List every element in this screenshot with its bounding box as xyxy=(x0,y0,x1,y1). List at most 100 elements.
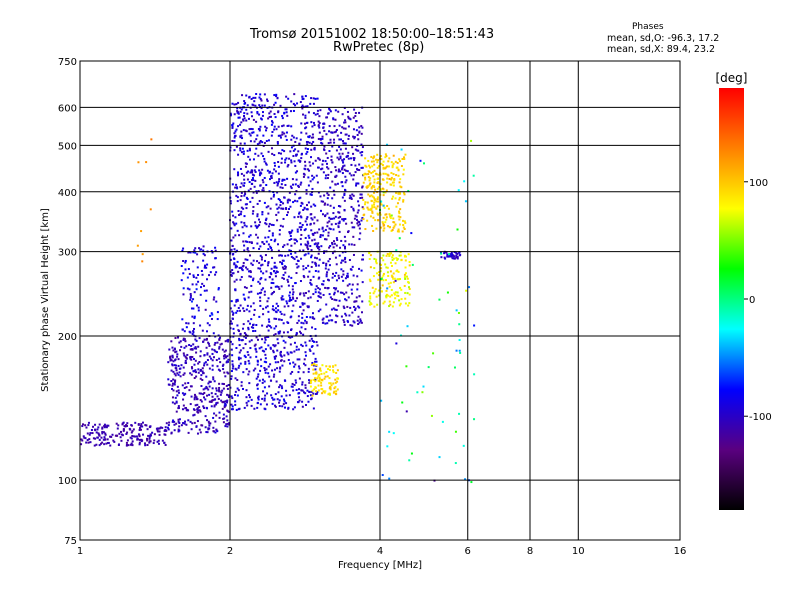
data-point xyxy=(280,296,283,299)
data-point xyxy=(299,332,302,335)
data-point xyxy=(254,367,257,370)
data-point xyxy=(286,351,289,354)
data-point xyxy=(300,152,303,155)
data-point xyxy=(317,379,320,382)
data-point xyxy=(248,396,251,399)
data-point xyxy=(377,271,380,274)
data-point xyxy=(184,359,187,362)
data-point xyxy=(91,432,94,435)
y-tick-label: 750 xyxy=(58,57,77,68)
data-point xyxy=(331,252,334,255)
data-point xyxy=(221,407,224,410)
data-point xyxy=(380,399,383,402)
data-point xyxy=(345,179,348,182)
data-point xyxy=(202,245,205,248)
data-point xyxy=(293,93,296,96)
data-point xyxy=(291,178,294,181)
data-point xyxy=(411,263,414,266)
data-point xyxy=(340,138,343,141)
data-point xyxy=(403,227,406,230)
data-point xyxy=(254,96,257,99)
data-point xyxy=(353,300,356,303)
data-point xyxy=(277,309,280,312)
data-point xyxy=(175,400,178,403)
data-point xyxy=(249,200,252,203)
data-point xyxy=(311,326,314,329)
y-tick-label: 75 xyxy=(64,536,77,547)
data-point xyxy=(243,354,246,357)
data-point xyxy=(138,443,141,446)
data-point xyxy=(288,249,291,252)
data-point xyxy=(262,313,265,316)
data-point xyxy=(303,173,306,176)
data-point xyxy=(226,355,229,358)
data-point xyxy=(192,307,195,310)
data-point xyxy=(87,424,90,427)
data-point xyxy=(459,351,462,354)
data-point xyxy=(256,375,259,378)
data-point xyxy=(282,277,285,280)
data-point xyxy=(334,381,337,384)
data-point xyxy=(359,319,362,322)
data-point xyxy=(320,384,323,387)
data-point xyxy=(201,273,204,276)
data-point xyxy=(281,276,284,279)
data-point xyxy=(221,389,224,392)
data-point xyxy=(274,272,277,275)
data-point xyxy=(332,272,335,275)
data-point xyxy=(343,209,346,212)
data-point xyxy=(338,145,341,148)
data-point xyxy=(279,310,282,313)
data-point xyxy=(170,340,173,343)
data-point xyxy=(263,380,266,383)
data-point xyxy=(239,167,242,170)
data-point xyxy=(322,261,325,264)
y-tick-label: 500 xyxy=(58,141,77,152)
data-point xyxy=(265,361,268,364)
data-point xyxy=(371,211,374,214)
data-point xyxy=(308,348,311,351)
data-point xyxy=(242,150,245,153)
data-point xyxy=(206,352,209,355)
data-point xyxy=(279,366,282,369)
data-point xyxy=(103,425,106,428)
data-point xyxy=(278,287,281,290)
data-point xyxy=(290,146,293,149)
data-point xyxy=(146,428,149,431)
data-point xyxy=(279,136,282,139)
data-point xyxy=(351,283,354,286)
data-point xyxy=(454,430,457,433)
data-point xyxy=(243,224,246,227)
data-point xyxy=(104,425,107,428)
data-point xyxy=(332,369,335,372)
data-point xyxy=(152,442,155,445)
data-point xyxy=(294,104,297,107)
data-point xyxy=(188,389,191,392)
data-point xyxy=(257,396,260,399)
data-point xyxy=(194,369,197,372)
data-point xyxy=(358,130,361,133)
data-point xyxy=(293,365,296,368)
data-point xyxy=(351,146,354,149)
data-point xyxy=(402,226,405,229)
data-point xyxy=(357,315,360,318)
data-point xyxy=(249,254,252,257)
data-point xyxy=(210,250,213,253)
data-point xyxy=(213,343,216,346)
data-point xyxy=(253,344,256,347)
data-point xyxy=(214,431,217,434)
data-point xyxy=(259,171,262,174)
data-point xyxy=(343,194,346,197)
data-point xyxy=(205,278,208,281)
data-point xyxy=(308,236,311,239)
data-point xyxy=(250,97,253,100)
data-point xyxy=(357,220,360,223)
data-point xyxy=(144,444,147,447)
data-point xyxy=(382,160,385,163)
data-point xyxy=(214,392,217,395)
data-point xyxy=(145,161,148,164)
data-point xyxy=(227,358,230,361)
data-point xyxy=(324,375,327,378)
data-point xyxy=(297,315,300,318)
